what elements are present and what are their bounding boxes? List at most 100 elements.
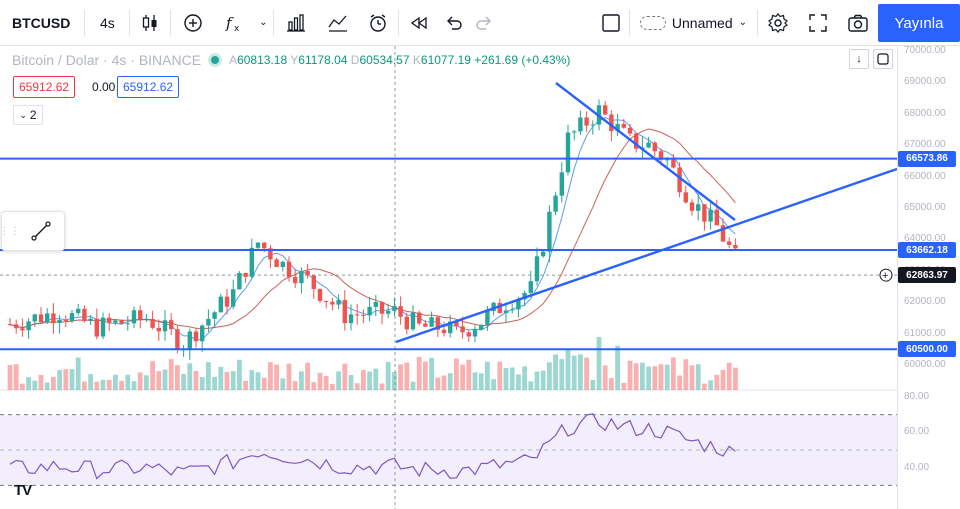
chart-legend: Bitcoin / Dolar · 4s · BINANCE A60813.18… xyxy=(12,52,570,68)
volume-bar xyxy=(683,359,689,390)
candles-icon[interactable] xyxy=(130,0,170,46)
candle-body xyxy=(609,114,614,132)
volume-bar xyxy=(311,382,317,390)
candle-body xyxy=(342,300,347,324)
volume-bar xyxy=(410,381,416,390)
settings-gear-icon[interactable] xyxy=(758,0,798,46)
price-chart[interactable]: + xyxy=(0,46,897,509)
candle-body xyxy=(665,159,670,161)
replay-icon[interactable] xyxy=(399,0,439,46)
candle-body xyxy=(293,277,298,284)
bottom-line-price-tag: 60500.00 xyxy=(898,341,956,358)
volume-bar xyxy=(503,367,509,390)
rsi-line xyxy=(9,413,736,480)
interval-button[interactable]: 4s xyxy=(99,14,115,31)
volume-bar xyxy=(32,380,38,390)
candle-body xyxy=(534,256,540,282)
compare-icon[interactable] xyxy=(318,0,358,46)
candle-body xyxy=(7,324,13,326)
drag-handle-icon[interactable]: ⋮⋮ xyxy=(0,225,21,237)
high-label: Y xyxy=(290,53,299,67)
volume-bar xyxy=(509,367,515,390)
candle-body xyxy=(82,308,87,322)
tradingview-logo-icon[interactable]: TV xyxy=(14,482,32,499)
volume-bar xyxy=(212,376,217,390)
candle-body xyxy=(429,317,434,327)
volume-bar xyxy=(708,380,713,390)
candle-body xyxy=(231,289,236,307)
volume-bar xyxy=(646,366,651,390)
publish-button[interactable]: Yayınla xyxy=(878,4,960,42)
rsi-tick-label: 80.00 xyxy=(904,391,930,402)
price-tick-label: 70000.00 xyxy=(904,45,946,56)
candle-body xyxy=(243,272,248,277)
chevron-down-icon[interactable]: ⌄ xyxy=(259,17,268,28)
maximize-pane-icon[interactable] xyxy=(873,49,893,69)
volume-bar xyxy=(602,365,608,390)
candle-body xyxy=(187,331,192,350)
financials-icon[interactable] xyxy=(274,0,318,46)
multiple-layout-icon[interactable] xyxy=(593,0,629,46)
toolbar-divider xyxy=(398,9,400,36)
volume-bar xyxy=(144,375,149,390)
candle-body xyxy=(466,332,471,337)
trend-line-icon[interactable] xyxy=(18,211,64,251)
candle-body xyxy=(417,312,422,324)
volume-bar xyxy=(268,362,273,390)
volume-bar xyxy=(305,362,310,390)
fullscreen-icon[interactable] xyxy=(798,0,838,46)
layout-menu-button[interactable]: Unnamed ⌄ xyxy=(630,0,757,46)
candle-body xyxy=(32,314,37,322)
volume-bar xyxy=(187,363,193,390)
candle-body xyxy=(559,172,564,196)
volume-bar xyxy=(94,381,100,390)
sell-price-button[interactable]: 65912.62 xyxy=(13,76,76,98)
candle-body xyxy=(410,312,416,330)
volume-bar xyxy=(658,364,664,390)
volume-bar xyxy=(38,374,44,390)
volume-bar xyxy=(497,361,503,390)
volume-bar xyxy=(491,379,496,390)
candle-body xyxy=(627,127,633,134)
price-tick-label: 69000.00 xyxy=(904,76,946,88)
undo-icon[interactable] xyxy=(439,0,469,46)
candle-body xyxy=(423,323,428,327)
price-axis[interactable]: 70000.00 69000.00 68000.00 67000.00 66000.00… xyxy=(897,45,960,509)
candle-body xyxy=(702,204,707,222)
drawing-toolbar-floating[interactable]: ⋮⋮ xyxy=(0,211,65,251)
volume-bar xyxy=(75,357,81,390)
volume-bar xyxy=(26,377,31,390)
volume-bar xyxy=(88,374,93,390)
candle-body xyxy=(88,318,93,322)
volume-bar xyxy=(652,366,658,390)
volume-bar xyxy=(261,377,267,390)
buy-price-button[interactable]: 65912.62 xyxy=(117,76,180,98)
candle-body xyxy=(652,142,657,152)
volume-bar xyxy=(199,376,205,390)
candle-body xyxy=(454,321,459,327)
add-indicator-icon[interactable] xyxy=(171,0,215,46)
candle-body xyxy=(336,300,341,305)
toolbar-divider xyxy=(757,9,758,36)
support-price-tag: 63662.18 xyxy=(898,242,956,258)
indicators-collapse-button[interactable]: ⌄ 2 xyxy=(13,105,43,125)
symbol-search-button[interactable]: BTCUSD xyxy=(12,14,71,31)
descending-trend-line xyxy=(555,82,736,221)
volume-bar xyxy=(156,371,162,390)
candle-body xyxy=(324,300,329,302)
candle-body xyxy=(150,318,155,328)
volume-bar xyxy=(44,382,50,390)
volume-bar xyxy=(274,364,279,390)
volume-bar xyxy=(720,369,726,390)
volume-bar xyxy=(292,381,298,390)
camera-snapshot-icon[interactable] xyxy=(838,0,878,46)
redo-icon[interactable] xyxy=(469,0,499,46)
volume-bar xyxy=(113,374,118,390)
candle-body xyxy=(516,299,521,310)
alert-clock-icon[interactable] xyxy=(358,0,398,46)
candle-body xyxy=(733,244,738,249)
candle-body xyxy=(125,323,130,325)
arrow-down-icon[interactable]: ↓ xyxy=(849,49,869,69)
